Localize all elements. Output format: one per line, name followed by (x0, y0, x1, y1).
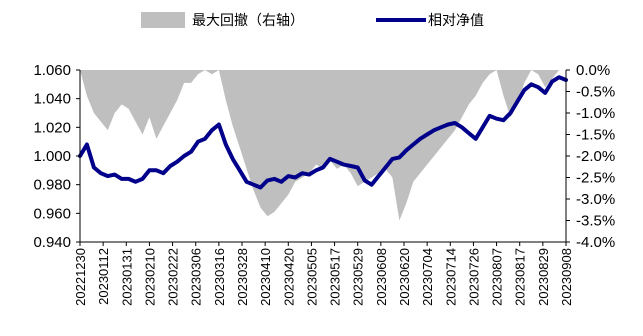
right-tick-label: -2.5% (576, 170, 615, 187)
legend-swatch-drawdown (141, 12, 185, 28)
x-tick-label: 20230316 (212, 248, 227, 306)
x-tick-label: 20230222 (166, 248, 181, 306)
x-tick-label: 20230817 (513, 248, 528, 306)
x-tick-label: 20230410 (258, 248, 273, 306)
x-tick-label: 20230908 (559, 248, 574, 306)
x-tick-label: 20230131 (119, 248, 134, 306)
left-tick-label: 1.000 (33, 148, 71, 165)
x-tick-label: 20230306 (189, 248, 204, 306)
x-tick-label: 20230517 (328, 248, 343, 306)
right-tick-label: -0.5% (576, 84, 615, 101)
plot-area (78, 70, 568, 221)
right-tick-label: -4.0% (576, 234, 615, 251)
series-nav-line (78, 75, 568, 190)
right-tick-label: -1.5% (576, 127, 615, 144)
x-tick-label: 20230505 (304, 248, 319, 306)
x-tick-label: 20230714 (443, 248, 458, 306)
x-tick-label: 20230807 (490, 248, 505, 306)
x-tick-label: 20230529 (351, 248, 366, 306)
x-tick-label: 20230704 (420, 248, 435, 306)
legend: 最大回撤（右轴） 相对净值 (141, 12, 484, 29)
x-tick-label: 20230726 (466, 248, 481, 306)
x-tick-label: 20230112 (96, 248, 111, 305)
right-tick-label: -2.0% (576, 148, 615, 165)
x-tick-label: 20230210 (142, 248, 157, 306)
left-tick-label: 0.940 (33, 234, 71, 251)
series-drawdown-area (80, 70, 566, 221)
x-tick-label: 20230420 (281, 248, 296, 306)
right-tick-label: -3.5% (576, 213, 615, 230)
x-tick-label: 20230620 (397, 248, 412, 306)
right-tick-label: -3.0% (576, 191, 615, 208)
right-tick-label: 0.0% (576, 62, 610, 79)
left-tick-label: 1.060 (33, 62, 71, 79)
x-tick-label: 20230829 (536, 248, 551, 306)
axes: 0.940 0.960 0.980 1.000 1.020 1.040 1.060 -4.0%… (33, 62, 615, 306)
x-tick-label: 20230328 (235, 248, 250, 306)
x-tick-label: 20221230 (73, 248, 88, 306)
legend-label-drawdown: 最大回撤（右轴） (192, 13, 304, 29)
left-tick-label: 1.020 (33, 119, 71, 136)
right-tick-label: -1.0% (576, 105, 615, 122)
left-tick-label: 0.980 (33, 177, 71, 194)
legend-label-nav: 相对净值 (428, 13, 484, 29)
left-tick-label: 0.960 (33, 205, 71, 222)
x-tick-label: 20230608 (374, 248, 389, 306)
left-tick-label: 1.040 (33, 91, 71, 108)
